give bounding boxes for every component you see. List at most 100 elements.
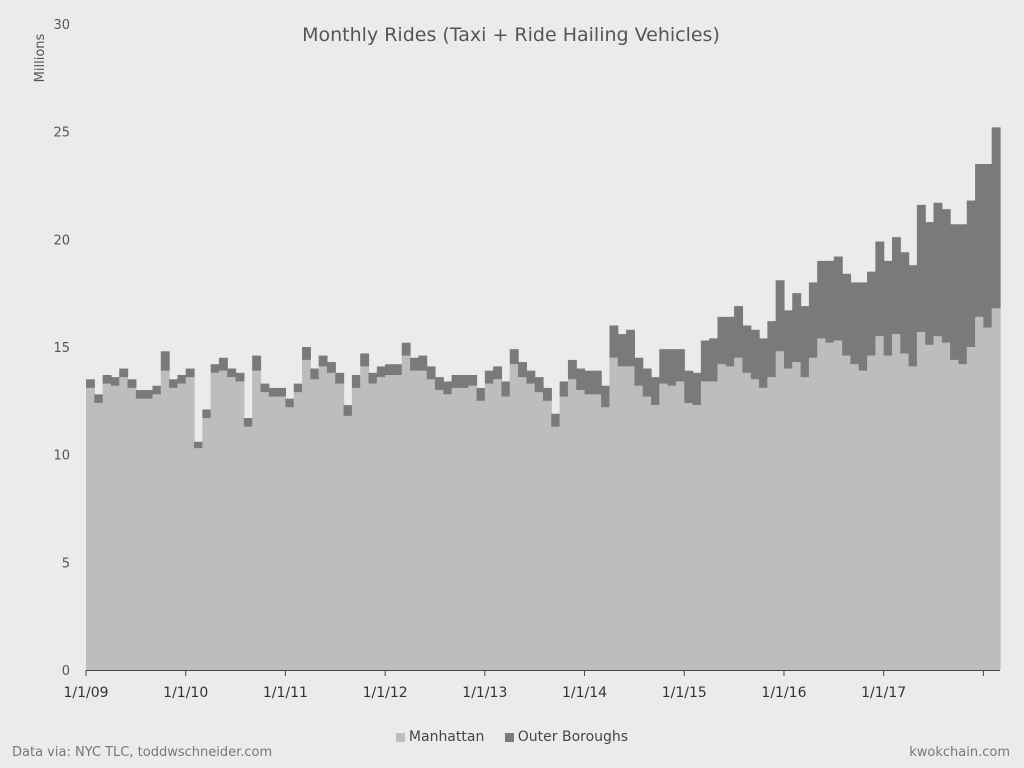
bar-outer-boroughs	[991, 127, 1001, 309]
bar-manhattan	[376, 377, 386, 670]
bar-outer-boroughs	[202, 409, 212, 419]
x-tick-label: 1/1/14	[562, 685, 607, 701]
x-axis-ticks: 1/1/09 1/1/10 1/1/11 1/1/12 1/1/13 1/1/14 1/1/…	[63, 670, 984, 701]
x-tick-label: 1/1/09	[63, 685, 108, 701]
bar-outer-boroughs	[867, 271, 876, 356]
bar-outer-boroughs	[601, 385, 611, 408]
bar-manhattan	[617, 366, 627, 670]
bar-outer-boroughs	[651, 377, 660, 406]
bar-outer-boroughs	[368, 372, 378, 384]
bar-manhattan	[501, 396, 511, 670]
bar-outer-boroughs	[567, 359, 577, 380]
bar-outer-boroughs	[958, 224, 968, 365]
bar-manhattan	[692, 405, 702, 670]
bar-manhattan	[950, 359, 960, 670]
bar-manhattan	[742, 372, 752, 670]
bar-manhattan	[468, 385, 478, 670]
bar-manhattan	[543, 400, 552, 670]
bar-manhattan	[717, 364, 727, 670]
bar-outer-boroughs	[493, 366, 503, 380]
bar-manhattan	[667, 385, 677, 670]
bar-manhattan	[792, 362, 802, 670]
bar-outer-boroughs	[983, 163, 993, 328]
bar-manhattan	[368, 383, 378, 670]
bar-manhattan	[567, 379, 577, 670]
bar-manhattan	[110, 385, 120, 670]
bar-manhattan	[94, 402, 104, 670]
bar-manhattan	[966, 347, 976, 670]
bar-outer-boroughs	[119, 368, 129, 378]
bar-outer-boroughs	[534, 377, 544, 393]
bar-manhattan	[326, 372, 336, 670]
bar-outer-boroughs	[102, 374, 112, 384]
bar-manhattan	[850, 364, 860, 670]
bar-manhattan	[734, 357, 744, 670]
y-axis-ticks: 0 5 10 15 20 25 30	[53, 18, 70, 679]
bar-manhattan	[634, 385, 644, 670]
plot-area	[86, 127, 1001, 670]
bar-manhattan	[410, 370, 419, 670]
bar-manhattan	[675, 381, 685, 670]
bar-manhattan	[343, 415, 353, 670]
bar-outer-boroughs	[842, 273, 852, 356]
bar-outer-boroughs	[94, 394, 104, 403]
bar-manhattan	[285, 407, 295, 670]
bar-outer-boroughs	[351, 374, 361, 388]
bar-manhattan	[293, 392, 303, 670]
bar-outer-boroughs	[252, 355, 262, 371]
y-tick-label: 10	[53, 449, 70, 464]
bar-outer-boroughs	[684, 370, 694, 403]
bar-manhattan	[169, 387, 178, 670]
bar-outer-boroughs	[210, 364, 220, 373]
bar-outer-boroughs	[86, 379, 95, 388]
bar-outer-boroughs	[792, 293, 802, 363]
bar-outer-boroughs	[750, 329, 760, 380]
bar-manhattan	[152, 394, 162, 670]
bar-manhattan	[185, 377, 195, 670]
bar-manhattan	[227, 377, 237, 670]
bar-manhattan	[659, 383, 669, 670]
bar-outer-boroughs	[194, 441, 203, 449]
bar-outer-boroughs	[268, 387, 278, 397]
bar-outer-boroughs	[185, 368, 195, 378]
bar-outer-boroughs	[310, 368, 320, 380]
bar-manhattan	[277, 396, 287, 670]
x-tick-label: 1/1/16	[761, 685, 806, 701]
bar-outer-boroughs	[941, 209, 951, 343]
bar-outer-boroughs	[950, 224, 960, 360]
bar-manhattan	[534, 392, 544, 670]
bar-outer-boroughs	[725, 316, 735, 367]
credit-note: kwokchain.com	[909, 745, 1010, 760]
bar-outer-boroughs	[875, 241, 885, 337]
legend-swatch-manhattan	[395, 732, 405, 742]
bar-outer-boroughs	[218, 357, 228, 371]
bar-outer-boroughs	[476, 387, 486, 401]
bar-outer-boroughs	[642, 368, 652, 397]
bar-manhattan	[925, 344, 935, 670]
bar-outer-boroughs	[277, 387, 287, 397]
bar-outer-boroughs	[401, 342, 411, 356]
bar-manhattan	[135, 398, 145, 670]
bar-outer-boroughs	[592, 370, 602, 395]
bar-manhattan	[983, 327, 993, 670]
bar-manhattan	[202, 418, 212, 670]
bar-outer-boroughs	[858, 282, 868, 371]
bar-outer-boroughs	[434, 377, 444, 391]
bar-manhattan	[576, 390, 586, 670]
bar-outer-boroughs	[916, 204, 926, 332]
bar-outer-boroughs	[584, 370, 594, 395]
bar-manhattan	[775, 351, 785, 670]
bar-manhattan	[700, 381, 710, 670]
x-tick-label: 1/1/11	[263, 685, 308, 701]
bar-outer-boroughs	[418, 355, 428, 371]
y-axis-label: Millions	[33, 33, 48, 82]
bar-manhattan	[493, 379, 503, 670]
bar-outer-boroughs	[169, 379, 178, 388]
legend: Manhattan Outer Boroughs	[0, 729, 1024, 746]
bar-outer-boroughs	[160, 351, 170, 371]
bar-manhattan	[86, 387, 95, 670]
bar-manhattan	[584, 394, 594, 670]
legend-label-manhattan: Manhattan	[408, 729, 485, 745]
x-tick-label: 1/1/17	[861, 685, 906, 701]
bar-manhattan	[891, 334, 901, 670]
